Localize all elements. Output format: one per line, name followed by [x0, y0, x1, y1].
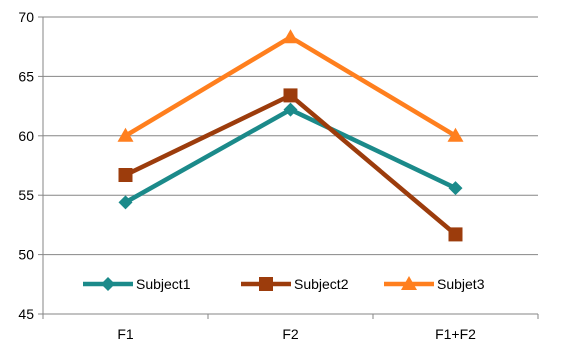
legend-item-2: Subject2: [241, 276, 349, 292]
legend-item-3: Subjet3: [384, 276, 485, 292]
data-point: [447, 127, 464, 142]
data-point: [448, 227, 463, 242]
y-tick-label: 50: [18, 247, 34, 263]
series-line: [124, 34, 457, 138]
y-tick-label: 65: [18, 68, 34, 84]
x-tick-label: F2: [282, 326, 299, 342]
y-tick-label: 55: [18, 187, 34, 203]
y-tick-label: 60: [18, 128, 34, 144]
legend-marker: [101, 277, 115, 291]
data-point: [282, 29, 299, 44]
x-tick-label: F1+F2: [435, 326, 476, 342]
data-point: [118, 195, 133, 210]
series-3: [117, 29, 464, 142]
x-tick-labels: F1 F2 F1+F2: [117, 326, 476, 342]
legend-item-1: Subject1: [83, 276, 191, 292]
legend-label: Subject2: [294, 276, 349, 292]
legend-marker: [401, 276, 417, 290]
data-point: [117, 127, 134, 142]
data-point: [118, 168, 133, 183]
x-tick-label: F1: [117, 326, 134, 342]
legend-marker: [259, 277, 273, 291]
legend-label: Subject1: [136, 276, 191, 292]
legend-label: Subjet3: [437, 276, 485, 292]
data-point: [448, 181, 463, 196]
series-2: [118, 88, 463, 242]
data-point: [283, 88, 298, 103]
legend: Subject1 Subject2 Subjet3: [83, 276, 485, 292]
y-tick-label: 45: [18, 306, 34, 322]
y-tick-labels: 45 50 55 60 65 70: [18, 9, 34, 322]
data-point: [283, 102, 298, 117]
y-tick-label: 70: [18, 9, 34, 25]
axes: [38, 16, 539, 319]
series-1: [118, 102, 463, 210]
gridlines: [43, 16, 538, 256]
series-layer: [117, 29, 464, 242]
series-line: [124, 107, 457, 205]
